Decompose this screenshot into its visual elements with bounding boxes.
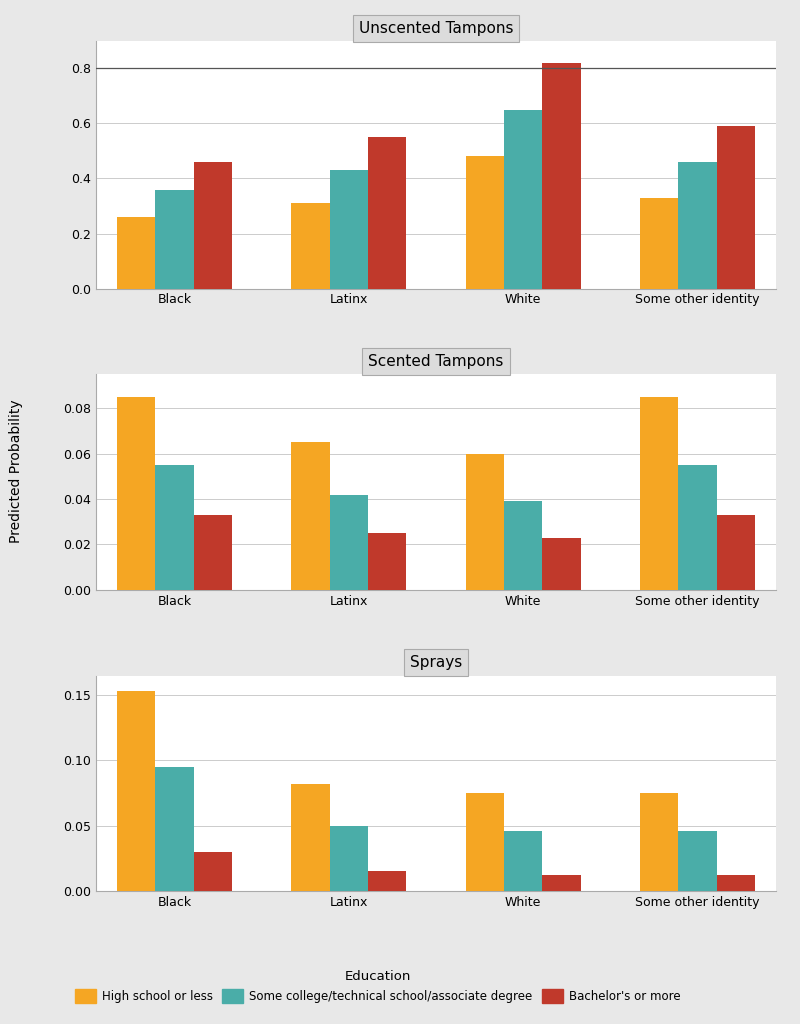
Bar [466, 793, 504, 891]
Bar [368, 871, 406, 891]
Bar [368, 534, 406, 590]
Bar [194, 852, 232, 891]
Bar [194, 515, 232, 590]
Bar [717, 515, 755, 590]
Title: Unscented Tampons: Unscented Tampons [358, 20, 514, 36]
Bar [542, 876, 581, 891]
Bar [678, 830, 717, 891]
Bar [466, 157, 504, 289]
Bar [640, 793, 678, 891]
Bar [640, 198, 678, 289]
Bar [291, 442, 330, 590]
Bar [504, 830, 542, 891]
Bar [368, 137, 406, 289]
Bar [717, 876, 755, 891]
Bar [466, 454, 504, 590]
Bar [155, 767, 194, 891]
Bar [155, 189, 194, 289]
Bar [542, 538, 581, 590]
Bar [291, 203, 330, 289]
Bar [504, 502, 542, 590]
Bar [117, 217, 155, 289]
Bar [330, 825, 368, 891]
Title: Sprays: Sprays [410, 655, 462, 671]
Text: Predicted Probability: Predicted Probability [9, 399, 23, 543]
Bar [330, 170, 368, 289]
Bar [678, 465, 717, 590]
Legend: High school or less, Some college/technical school/associate degree, Bachelor's : High school or less, Some college/techni… [70, 966, 686, 1008]
Bar [504, 110, 542, 289]
Bar [678, 162, 717, 289]
Bar [542, 62, 581, 289]
Bar [194, 162, 232, 289]
Bar [155, 465, 194, 590]
Bar [291, 784, 330, 891]
Bar [117, 397, 155, 590]
Bar [117, 691, 155, 891]
Bar [640, 397, 678, 590]
Bar [717, 126, 755, 289]
Title: Scented Tampons: Scented Tampons [368, 354, 504, 369]
Bar [330, 495, 368, 590]
